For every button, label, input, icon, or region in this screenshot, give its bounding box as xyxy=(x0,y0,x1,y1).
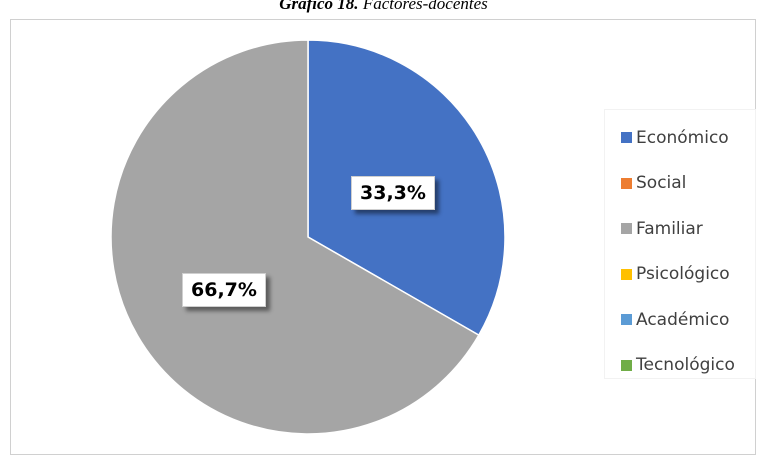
chart-title-prefix: Gráfico 18. xyxy=(279,0,359,13)
legend-label: Social xyxy=(636,173,687,194)
legend-item-psicológico: Psicológico xyxy=(621,252,755,298)
legend-swatch xyxy=(621,223,632,235)
legend-swatch xyxy=(621,132,632,144)
legend-item-académico: Académico xyxy=(621,297,755,343)
pie-slice-familiar xyxy=(110,39,480,435)
legend-label: Académico xyxy=(636,309,730,330)
legend-label: Familiar xyxy=(636,218,703,239)
legend-swatch xyxy=(621,177,632,189)
legend-swatch xyxy=(621,268,632,280)
chart-title: Gráfico 18. Factores-docentes xyxy=(0,0,767,14)
legend-item-económico: Económico xyxy=(621,115,755,161)
data-label-familiar: 66,7% xyxy=(182,273,266,307)
legend: Económico Social Familiar Psicológico Académ… xyxy=(604,109,756,379)
legend-label: Económico xyxy=(636,127,729,148)
legend-swatch xyxy=(621,314,632,326)
legend-item-social: Social xyxy=(621,161,755,207)
legend-label: Psicológico xyxy=(636,264,730,285)
legend-swatch xyxy=(621,359,632,371)
legend-item-tecnológico: Tecnológico xyxy=(621,343,755,389)
chart-title-text: Factores-docentes xyxy=(358,0,488,13)
legend-item-familiar: Familiar xyxy=(621,206,755,252)
legend-label: Tecnológico xyxy=(636,355,735,376)
data-label-económico: 33,3% xyxy=(351,176,435,210)
